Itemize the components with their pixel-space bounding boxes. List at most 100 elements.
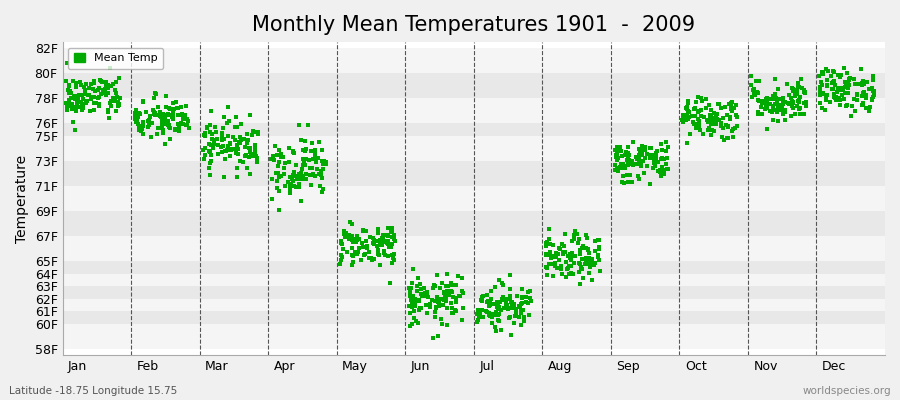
Point bbox=[724, 106, 738, 112]
Point bbox=[166, 110, 180, 116]
Point bbox=[92, 101, 106, 107]
Point bbox=[433, 285, 447, 292]
Point bbox=[584, 260, 598, 267]
Point bbox=[143, 112, 157, 119]
Point bbox=[619, 156, 634, 163]
Point bbox=[725, 134, 740, 140]
Point bbox=[428, 298, 442, 304]
Point bbox=[430, 294, 445, 300]
Point bbox=[63, 88, 77, 94]
Point bbox=[205, 136, 220, 142]
Point bbox=[314, 175, 328, 182]
Point bbox=[544, 254, 558, 261]
Point bbox=[91, 87, 105, 93]
Point bbox=[542, 261, 556, 267]
Point bbox=[581, 250, 596, 256]
Point bbox=[160, 118, 175, 124]
Point bbox=[345, 237, 359, 243]
Point bbox=[283, 190, 297, 196]
Point bbox=[708, 111, 723, 117]
Point bbox=[568, 228, 582, 234]
Point bbox=[174, 103, 188, 110]
Point bbox=[283, 158, 297, 165]
Point bbox=[543, 240, 557, 247]
Point bbox=[550, 265, 564, 271]
Point bbox=[572, 269, 587, 275]
Point bbox=[833, 97, 848, 103]
Point bbox=[161, 122, 176, 128]
Point bbox=[766, 96, 780, 102]
Point bbox=[614, 161, 628, 168]
Point bbox=[248, 146, 263, 153]
Point bbox=[513, 304, 527, 310]
Point bbox=[348, 239, 363, 246]
Point bbox=[796, 110, 811, 117]
Point bbox=[591, 237, 606, 243]
Point bbox=[497, 305, 511, 312]
Point bbox=[272, 147, 286, 154]
Point bbox=[826, 78, 841, 84]
Point bbox=[76, 96, 91, 102]
Point bbox=[842, 82, 856, 88]
Point bbox=[356, 228, 371, 234]
Point bbox=[778, 116, 793, 123]
Point bbox=[432, 296, 446, 302]
Point bbox=[758, 106, 772, 112]
Point bbox=[772, 107, 787, 113]
Point bbox=[710, 111, 724, 117]
Point bbox=[615, 178, 629, 185]
Point bbox=[381, 241, 395, 247]
Point bbox=[759, 96, 773, 103]
Point bbox=[59, 100, 74, 106]
Point bbox=[385, 252, 400, 258]
Point bbox=[825, 79, 840, 86]
Point bbox=[439, 294, 454, 300]
Point bbox=[376, 232, 391, 238]
Point bbox=[766, 103, 780, 110]
Point bbox=[523, 294, 537, 301]
Point bbox=[591, 252, 606, 258]
Point bbox=[840, 70, 854, 77]
Point bbox=[609, 154, 624, 160]
Point bbox=[376, 236, 391, 242]
Point bbox=[750, 89, 764, 95]
Point bbox=[449, 308, 464, 314]
Point bbox=[62, 90, 77, 96]
Point bbox=[815, 69, 830, 76]
Point bbox=[621, 150, 635, 156]
Point bbox=[319, 159, 333, 165]
Point bbox=[820, 77, 834, 83]
Point bbox=[649, 156, 663, 163]
Point bbox=[220, 120, 234, 126]
Point bbox=[592, 244, 607, 250]
Point bbox=[751, 97, 765, 104]
Point bbox=[558, 249, 572, 255]
Point bbox=[130, 117, 144, 124]
Point bbox=[845, 103, 859, 110]
Point bbox=[842, 77, 856, 83]
Point bbox=[620, 143, 634, 150]
Point bbox=[134, 126, 148, 132]
Point bbox=[249, 159, 264, 165]
Point bbox=[382, 244, 396, 250]
Point bbox=[815, 91, 830, 98]
Point bbox=[437, 291, 452, 298]
Point bbox=[278, 160, 293, 167]
Point bbox=[161, 122, 176, 128]
Point bbox=[494, 296, 508, 302]
Point bbox=[760, 95, 775, 101]
Point bbox=[567, 232, 581, 238]
Point bbox=[471, 306, 485, 313]
Point bbox=[636, 169, 651, 176]
Point bbox=[167, 127, 182, 133]
Point bbox=[864, 96, 878, 102]
Point bbox=[153, 113, 167, 120]
Point bbox=[576, 274, 590, 281]
Point bbox=[343, 219, 357, 226]
Point bbox=[701, 118, 716, 125]
Point bbox=[242, 112, 256, 118]
Point bbox=[725, 126, 740, 132]
Point bbox=[511, 314, 526, 321]
Point bbox=[508, 306, 523, 312]
Point bbox=[775, 99, 789, 105]
